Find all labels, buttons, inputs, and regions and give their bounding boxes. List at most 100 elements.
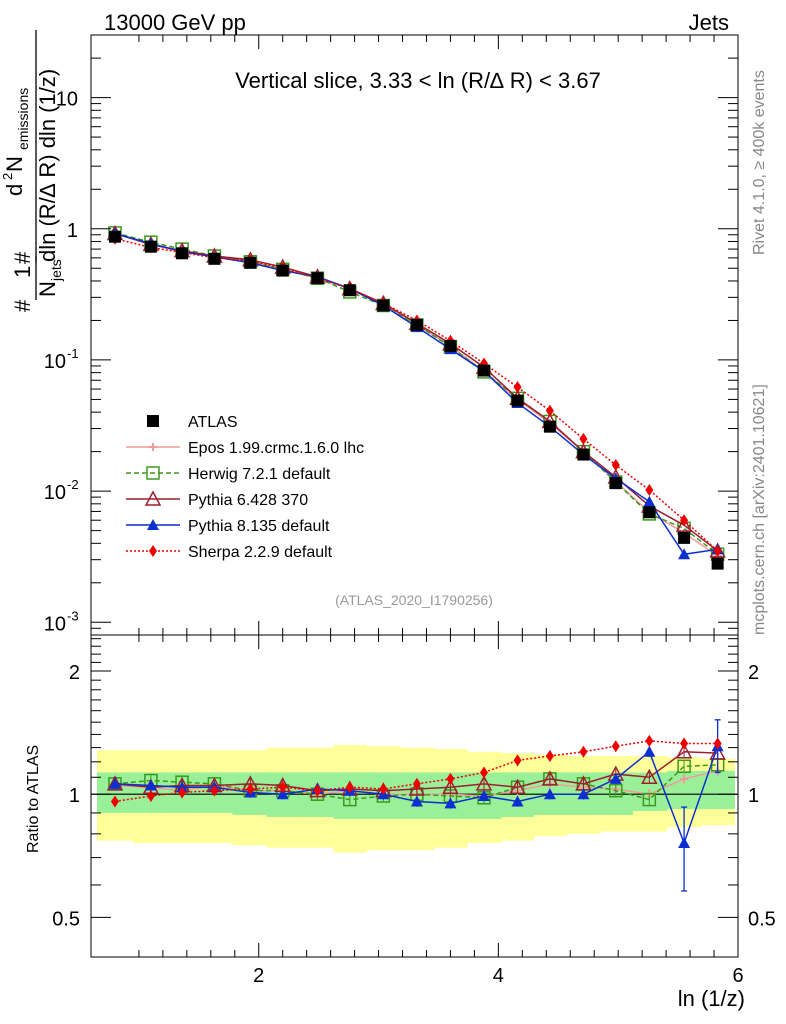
ylabel-sq: 2: [0, 173, 15, 180]
ratio-series-point: [246, 782, 255, 795]
x-tick-label: 4: [493, 965, 504, 987]
main-panel: [106, 224, 726, 570]
series-atlas-data: [108, 230, 724, 570]
ratio-series-point: [178, 786, 187, 799]
main-y-tick-label: 10: [56, 89, 78, 111]
main-y-tick-exponent: -2: [67, 477, 79, 492]
ratio-series-point: [278, 781, 287, 794]
ratio-y-tick-label-right: 1: [748, 785, 759, 807]
ratio-series-point: [677, 759, 691, 774]
series-point: [678, 548, 691, 560]
category-label: Jets: [689, 10, 729, 35]
ratio-y-tick-label-right: 0.5: [748, 908, 776, 930]
ratio-series-point: [675, 743, 693, 759]
mcplots-note: mcplots.cern.ch [arXiv:2401.10621]: [751, 384, 768, 635]
legend-label: ATLAS: [188, 414, 238, 431]
ratio-series-point: [276, 788, 289, 800]
legend-marker: [147, 415, 159, 427]
legend-marker: [144, 490, 162, 506]
ratio-band-inner: [700, 770, 735, 810]
series-epos-1-99-crmc-1-6-0-lhc: [110, 229, 722, 561]
data-point: [711, 557, 724, 570]
ratio-series-point: [475, 775, 493, 791]
ratio-series-point: [680, 737, 689, 750]
data-point: [144, 240, 157, 253]
data-point: [208, 252, 221, 265]
ratio-series-point: [313, 784, 322, 797]
ratio-series-point: [645, 734, 654, 747]
data-point: [343, 284, 356, 297]
series-point: [675, 516, 693, 532]
data-point: [543, 420, 556, 433]
series-point: [713, 544, 722, 557]
ratio-series-point: [146, 789, 155, 802]
ratio-series-point: [513, 754, 522, 767]
ylabel-hash2: #: [10, 251, 35, 264]
ylabel-n: N: [35, 281, 60, 297]
ratio-series-point: [713, 737, 722, 750]
ylabel-d: d: [2, 184, 27, 196]
legend-label: Pythia 6.428 370: [188, 492, 308, 509]
slice-title: Vertical slice, 3.33 < ln (R/∆ R) < 3.67: [235, 68, 601, 93]
main-y-tick-exponent: -1: [67, 346, 79, 361]
data-point: [276, 264, 289, 277]
main-y-tick-label: 10: [44, 613, 66, 635]
ratio-series-point: [345, 781, 354, 794]
main-y-tick-label: 10: [44, 482, 66, 504]
series-point: [680, 514, 689, 527]
ylabel-jets: jets: [48, 259, 64, 282]
ratio-series-point: [410, 795, 423, 807]
legend: ATLAS Epos 1.99.crmc.1.6.0 lhc Herwig 7.2.…: [126, 414, 364, 561]
ratio-series-point: [642, 792, 657, 807]
ylabel-emissions: emissions: [15, 88, 31, 150]
data-point: [244, 256, 257, 269]
data-point: [176, 247, 189, 260]
ratio-series-point: [210, 784, 219, 797]
x-axis-label: ln (1/z): [678, 986, 745, 1011]
ratio-y-tick-label-right: 2: [748, 662, 759, 684]
legend-label: Sherpa 2.2.9 default: [188, 544, 333, 561]
ratio-series-point: [641, 768, 658, 785]
x-tick-label: 6: [732, 965, 743, 987]
series-point: [545, 404, 554, 417]
ratio-series-point: [108, 777, 121, 789]
legend-label: Pythia 8.135 default: [188, 518, 330, 535]
ratio-series-point: [144, 779, 157, 791]
legend-marker: [149, 545, 157, 557]
ylabel-denominator: dln (R/∆ R) dln (1/z): [35, 69, 60, 262]
ratio-series-point: [541, 770, 559, 786]
ratio-series-point: [408, 780, 426, 796]
legend-label: Epos 1.99.crmc.1.6.0 lhc: [188, 440, 364, 457]
ratio-series-point: [643, 745, 656, 757]
legend-marker: [146, 466, 160, 480]
ratio-y-tick-label-left: 2: [69, 662, 80, 684]
ratio-series-point: [444, 797, 457, 809]
ratio-series-point: [543, 788, 556, 800]
series-pythia-8-135-default: [108, 227, 724, 560]
analysis-id: (ATLAS_2020_I1790256): [335, 592, 493, 608]
legend-label: Herwig 7.2.1 default: [188, 466, 331, 483]
ratio-series-point: [678, 836, 691, 848]
main-y-tick-label: 10: [44, 351, 66, 373]
ylabel-one: 1: [10, 266, 35, 278]
data-point: [311, 272, 324, 285]
series-point: [579, 432, 588, 445]
legend-marker: [147, 519, 159, 530]
ratio-series-sherpa-2-2-9-default: [110, 734, 722, 808]
ratio-series-point: [577, 788, 590, 800]
energy-label: 13000 GeV pp: [104, 10, 246, 35]
ratio-series-point: [412, 777, 421, 790]
ratio-series-point: [110, 795, 119, 808]
ratio-series-point: [446, 772, 455, 785]
series-herwig-7-2-1-default: [108, 226, 725, 562]
ratio-y-tick-label-left: 1: [69, 785, 80, 807]
data-point: [643, 506, 656, 519]
ratio-series-point: [609, 783, 623, 798]
data-point: [444, 339, 457, 352]
ratio-frame: [90, 634, 739, 958]
ratio-series-point: [511, 795, 524, 807]
series-point: [645, 483, 654, 496]
ratio-series-point: [579, 745, 588, 758]
ratio-series-point: [442, 778, 459, 794]
